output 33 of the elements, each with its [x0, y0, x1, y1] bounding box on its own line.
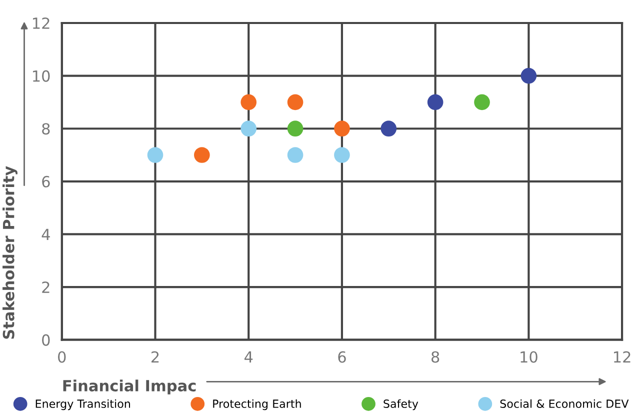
y-tick-label: 6	[42, 176, 50, 188]
point	[287, 94, 304, 110]
point	[334, 120, 350, 137]
y-tick-label: 4	[42, 228, 50, 240]
x-tick-label: 10	[520, 351, 538, 363]
point	[334, 147, 350, 163]
point	[520, 68, 537, 84]
legend-label: Social & Economic DEV	[500, 399, 629, 408]
x-axis-title: Financial Impac	[63, 380, 196, 394]
x-tick-label: 12	[614, 351, 630, 363]
x-tick-label: 2	[152, 351, 159, 363]
y-tick-label: 10	[33, 70, 50, 82]
legend-label: Energy Transition	[36, 399, 130, 410]
y-tick-label: 8	[42, 123, 50, 135]
x-tick-label: 6	[338, 351, 346, 363]
point	[287, 120, 304, 137]
point	[147, 147, 164, 163]
point	[427, 94, 444, 110]
point	[194, 147, 210, 163]
legend-label: Protecting Earth	[213, 399, 301, 410]
point	[240, 120, 257, 137]
y-tick-label: 12	[33, 17, 50, 29]
y-tick-label: 0	[42, 334, 50, 346]
y-tick-label: 2	[42, 281, 50, 293]
point	[474, 94, 490, 110]
legend-label: Safety	[384, 399, 418, 410]
x-tick-label: 8	[432, 351, 440, 363]
x-tick-label: 0	[58, 351, 66, 363]
x-tick-label: 4	[244, 351, 253, 363]
point	[380, 120, 397, 137]
y-axis-title: Stakeholder Priority	[2, 166, 18, 339]
point	[287, 147, 304, 163]
point	[240, 94, 257, 110]
